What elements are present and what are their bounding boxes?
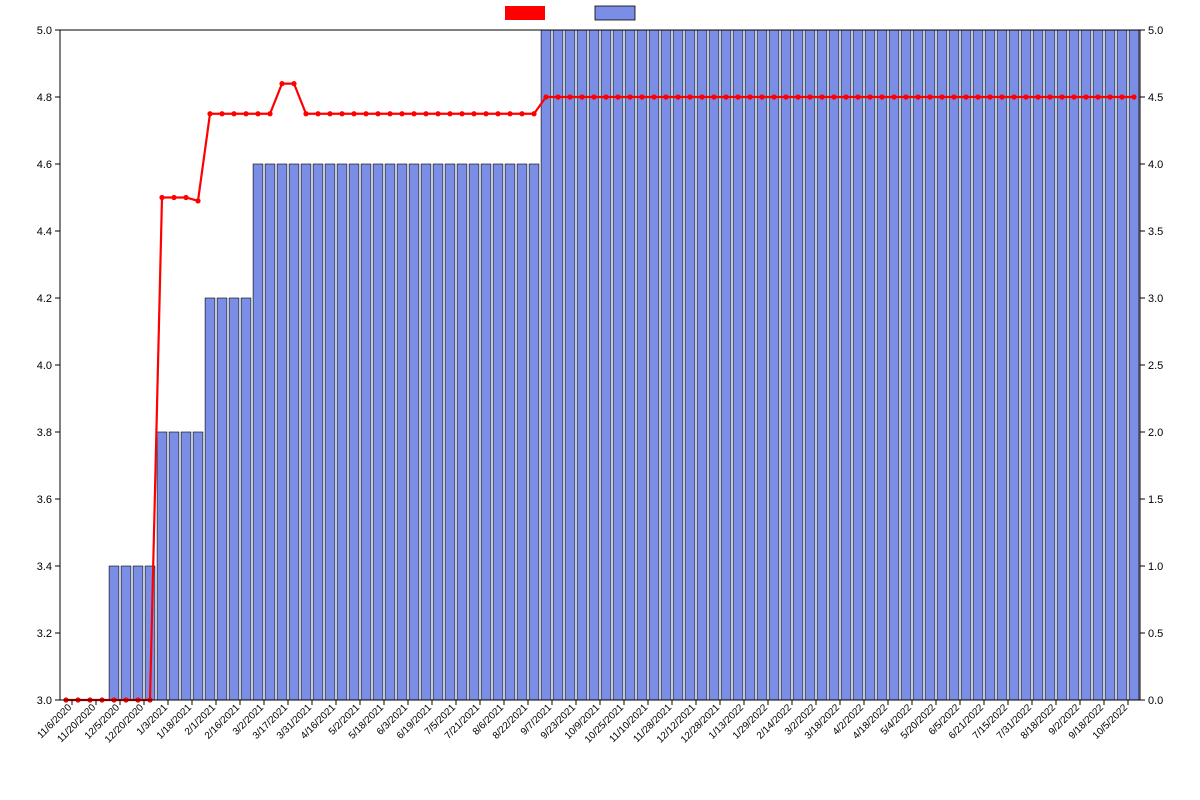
svg-text:3.4: 3.4 — [37, 561, 52, 573]
svg-text:4.4: 4.4 — [37, 226, 52, 238]
svg-text:4.5: 4.5 — [1148, 92, 1163, 104]
svg-text:2.5: 2.5 — [1148, 360, 1163, 372]
svg-text:4.0: 4.0 — [1148, 159, 1163, 171]
svg-text:5.0: 5.0 — [37, 25, 52, 37]
svg-text:3.8: 3.8 — [37, 427, 52, 439]
svg-text:3.0: 3.0 — [1148, 293, 1163, 305]
svg-text:0.0: 0.0 — [1148, 695, 1163, 707]
svg-text:5.0: 5.0 — [1148, 25, 1163, 37]
svg-text:0.5: 0.5 — [1148, 628, 1163, 640]
svg-text:4.2: 4.2 — [37, 293, 52, 305]
chart-container: 3.0 3.2 3.4 3.6 3.8 4.0 4.2 4.4 4.6 4.8 5.0 0.0 0.5 1… — [0, 0, 1200, 800]
svg-text:4.8: 4.8 — [37, 92, 52, 104]
svg-text:1.0: 1.0 — [1148, 561, 1163, 573]
svg-text:3.5: 3.5 — [1148, 226, 1163, 238]
svg-text:2.0: 2.0 — [1148, 427, 1163, 439]
svg-text:3.6: 3.6 — [37, 494, 52, 506]
svg-text:4.6: 4.6 — [37, 159, 52, 171]
combo-chart: 3.0 3.2 3.4 3.6 3.8 4.0 4.2 4.4 4.6 4.8 5.0 0.0 0.5 1… — [0, 0, 1200, 800]
svg-text:3.2: 3.2 — [37, 628, 52, 640]
svg-text:4.0: 4.0 — [37, 360, 52, 372]
svg-text:3.0: 3.0 — [37, 695, 52, 707]
svg-text:1.5: 1.5 — [1148, 494, 1163, 506]
